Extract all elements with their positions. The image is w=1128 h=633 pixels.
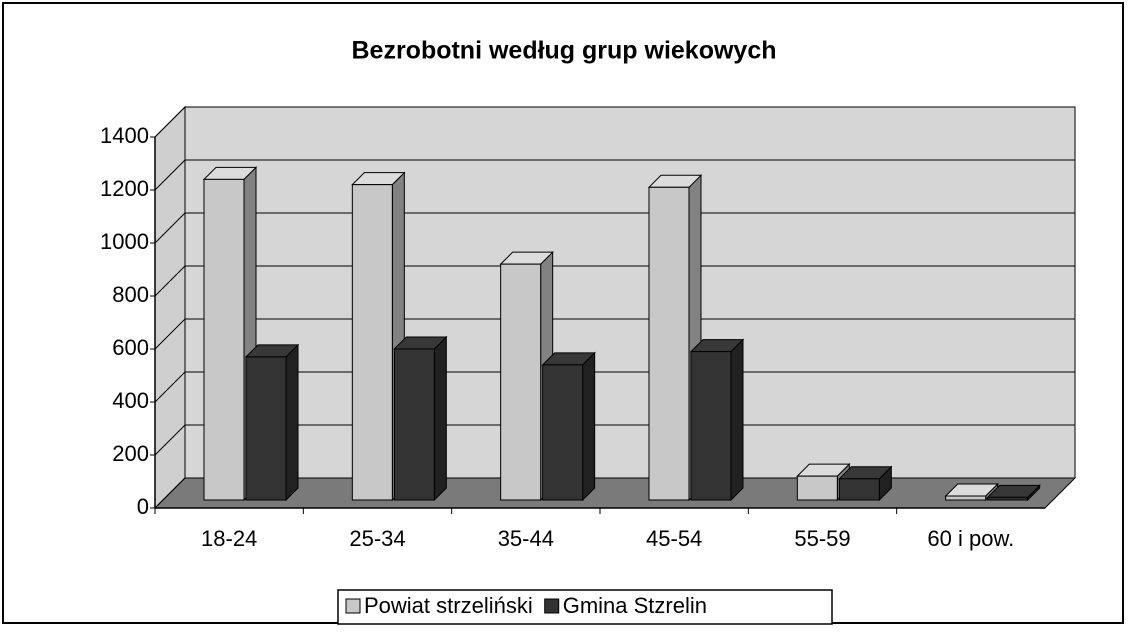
grid-line — [154, 265, 1075, 297]
x-tick-label: 35-44 — [498, 526, 554, 551]
chart-title: Bezrobotni według grup wiekowych — [351, 37, 776, 65]
x-tick-label: 55-59 — [794, 526, 850, 551]
back-wall — [184, 106, 1076, 479]
bar — [690, 351, 732, 501]
legend-label: Gmina Stzrelin — [563, 593, 707, 618]
bar — [945, 495, 987, 501]
x-tick-label: 18-24 — [201, 526, 257, 551]
grid-line — [154, 106, 1075, 138]
x-tick-label: 60 i pow. — [927, 526, 1014, 551]
grid-line — [154, 159, 1075, 191]
y-tick-label: 1400 — [100, 123, 149, 148]
bar — [542, 364, 584, 501]
bar — [351, 184, 393, 501]
y-tick-label: 200 — [112, 441, 149, 466]
bar-side — [582, 351, 596, 502]
bar — [648, 186, 690, 501]
x-tick-label: 45-54 — [646, 526, 702, 551]
legend-swatch — [345, 598, 361, 614]
bar — [500, 263, 542, 501]
grid-line — [154, 212, 1075, 244]
bar — [245, 356, 287, 501]
y-tick-label: 1200 — [100, 176, 149, 201]
grid-line — [154, 318, 1075, 350]
side-wall — [154, 105, 186, 510]
y-tick-label: 600 — [112, 335, 149, 360]
bar-side — [285, 343, 299, 502]
legend-label: Powiat strzeliński — [364, 593, 533, 618]
grid-line — [154, 477, 1075, 509]
legend-box — [337, 589, 833, 625]
bar-side — [433, 335, 447, 502]
bar — [393, 348, 435, 501]
y-tick-label: 400 — [112, 388, 149, 413]
bar — [987, 496, 1029, 501]
x-tick-label: 25-34 — [349, 526, 405, 551]
bar — [838, 478, 880, 501]
grid-line — [154, 371, 1075, 403]
legend-swatch — [544, 598, 560, 614]
bar-side — [730, 338, 744, 502]
grid-line — [154, 424, 1075, 456]
bar — [203, 178, 245, 501]
y-tick-label: 0 — [137, 494, 149, 519]
plot-area: 0 200 400 600 800 1000 1200 1400 18-24 25-34 35-44… — [100, 105, 1077, 551]
bar — [796, 475, 838, 501]
y-tick-label: 800 — [112, 282, 149, 307]
legend: Powiat strzeliński Gmina Stzrelin — [345, 593, 707, 618]
y-tick-label: 1000 — [100, 229, 149, 254]
